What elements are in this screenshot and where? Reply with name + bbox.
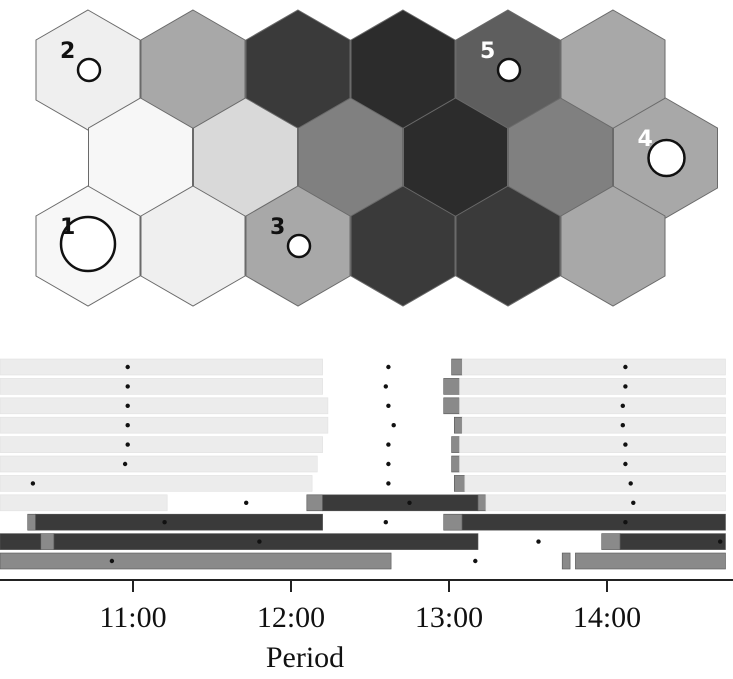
- timeline-segment-r8-0: [27, 513, 36, 531]
- x-tick-label-3: 14:00: [573, 601, 641, 634]
- timeline-dot-r2-2: [620, 403, 625, 408]
- timeline-x-axis: 11:00 12:00 13:00 14:00: [0, 579, 733, 634]
- timeline-dot-r5-1: [386, 461, 391, 467]
- timeline-segment-r3-0: [0, 416, 329, 434]
- timeline-segment-r10-2: [575, 552, 726, 570]
- timeline-dot-r1-2: [623, 384, 628, 389]
- timeline-dot-r9-0: [257, 539, 262, 544]
- timeline-dot-r0-0: [125, 364, 130, 370]
- timeline-segment-r7-4: [485, 494, 726, 512]
- timeline-chart: 11:00 12:00 13:00 14:00 Period: [0, 358, 733, 674]
- timeline-segment-r7-2: [322, 494, 479, 512]
- node-number-1: 1: [60, 215, 75, 240]
- timeline-segment-r2-1: [443, 397, 460, 415]
- timeline-segment-r6-2: [464, 475, 726, 492]
- node-marker-4: [647, 138, 686, 178]
- timeline-dot-r4-1: [386, 442, 391, 447]
- timeline-segment-r9-1: [40, 533, 55, 550]
- timeline-segment-r4-2: [459, 436, 726, 453]
- timeline-segment-r1-1: [443, 378, 460, 395]
- timeline-segment-r4-0: [0, 436, 323, 453]
- timeline-segment-r1-0: [0, 378, 323, 395]
- x-tick-label-0: 11:00: [99, 601, 166, 634]
- timeline-dot-r8-0: [162, 520, 167, 525]
- timeline-segment-r9-0: [0, 533, 42, 550]
- timeline-segment-r9-4: [619, 533, 726, 550]
- hex-cell-r2-c5: [560, 185, 666, 307]
- timeline-segment-r6-1: [453, 475, 466, 492]
- timeline-segment-r8-2: [443, 513, 463, 531]
- node-number-3: 3: [270, 215, 285, 240]
- timeline-segment-r9-2: [53, 533, 479, 550]
- hex-cell-r2-c4: [455, 185, 561, 307]
- node-marker-3: [286, 233, 312, 259]
- timeline-segment-r2-2: [459, 397, 726, 415]
- timeline-segment-r0-1: [451, 358, 463, 376]
- timeline-dot-r5-0: [122, 461, 128, 467]
- x-tick-label-1: 12:00: [257, 601, 325, 634]
- timeline-dot-r2-0: [125, 403, 130, 408]
- timeline-segment-r9-3: [601, 533, 621, 550]
- timeline-dot-r0-1: [386, 364, 391, 370]
- timeline-dot-r7-2: [631, 500, 636, 505]
- timeline-rows: [0, 358, 726, 570]
- hex-cell-r2-c1: [140, 185, 246, 307]
- node-marker-1: [59, 215, 117, 273]
- timeline-segment-r8-1: [35, 513, 323, 531]
- node-marker-2: [76, 57, 102, 83]
- timeline-dot-r6-2: [628, 481, 633, 486]
- timeline-dot-r6-1: [386, 481, 391, 486]
- node-number-5: 5: [480, 39, 495, 64]
- timeline-segment-r3-1: [453, 416, 463, 434]
- timeline-dot-r10-0: [109, 558, 115, 564]
- timeline-segment-r8-3: [461, 513, 726, 531]
- timeline-segment-r5-1: [451, 455, 460, 473]
- timeline-dot-r3-2: [620, 423, 625, 428]
- timeline-segment-r7-3: [477, 494, 487, 512]
- timeline-dot-r8-1: [383, 520, 388, 525]
- timeline-segment-r0-2: [461, 358, 726, 376]
- timeline-segment-r5-2: [459, 455, 726, 473]
- timeline-segment-r5-0: [0, 455, 318, 473]
- node-marker-5: [496, 57, 522, 83]
- x-axis-title: Period: [266, 641, 344, 674]
- timeline-dot-r8-2: [623, 520, 628, 525]
- timeline-segment-r7-1: [306, 494, 323, 512]
- timeline-dot-r1-0: [125, 384, 130, 389]
- timeline-segment-r10-1: [561, 552, 571, 570]
- timeline-dot-r9-1: [536, 539, 541, 544]
- timeline-dot-r0-2: [623, 364, 628, 370]
- timeline-dot-r2-1: [386, 403, 391, 408]
- timeline-segment-r3-2: [461, 416, 726, 434]
- timeline-dot-r7-1: [407, 500, 412, 505]
- timeline-dot-r4-2: [623, 442, 628, 447]
- timeline-dot-r5-2: [623, 461, 628, 467]
- timeline-dot-r7-0: [244, 500, 249, 505]
- timeline-dot-r4-0: [125, 442, 130, 447]
- hexagon-heatmap: 1 2 3 4 5: [35, 9, 718, 307]
- timeline-segment-r4-1: [451, 436, 460, 453]
- timeline-segment-r0-0: [0, 358, 323, 376]
- timeline-segment-r7-0: [0, 494, 168, 512]
- timeline-dot-r3-0: [125, 423, 130, 428]
- timeline-dot-r1-1: [383, 384, 388, 389]
- node-number-4: 4: [638, 127, 653, 152]
- timeline-segment-r1-2: [459, 378, 726, 395]
- timeline-segment-r2-0: [0, 397, 329, 415]
- hex-cell-r2-c3: [350, 185, 456, 307]
- timeline-dot-r10-1: [473, 558, 478, 564]
- timeline-dot-r9-2: [718, 539, 723, 544]
- x-tick-label-2: 13:00: [415, 601, 483, 634]
- node-number-2: 2: [60, 39, 75, 64]
- timeline-segment-r10-0: [0, 552, 392, 570]
- timeline-dot-r6-0: [30, 481, 36, 486]
- timeline-segment-r6-0: [0, 475, 313, 492]
- timeline-dot-r3-1: [391, 423, 396, 428]
